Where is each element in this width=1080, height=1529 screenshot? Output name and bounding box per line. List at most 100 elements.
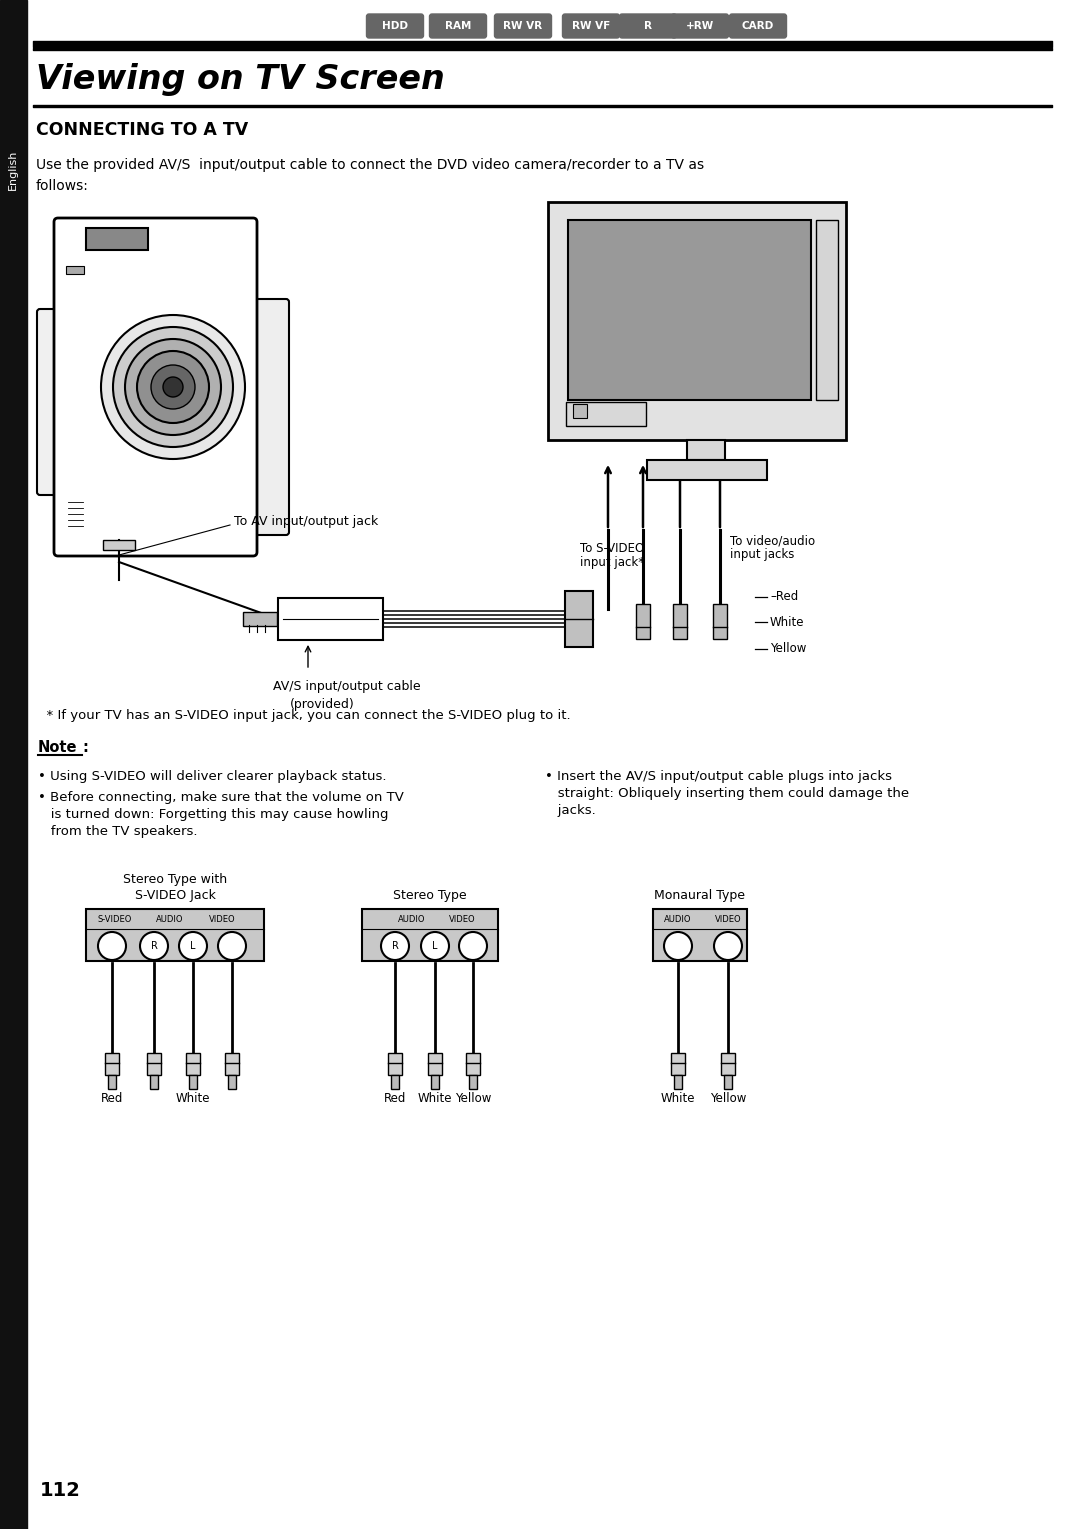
FancyBboxPatch shape [37,309,65,495]
Text: jacks.: jacks. [545,804,596,816]
Text: CONNECTING TO A TV: CONNECTING TO A TV [36,121,248,139]
Circle shape [714,933,742,960]
FancyBboxPatch shape [366,14,423,38]
Text: 112: 112 [40,1480,81,1500]
Bar [469,1075,477,1089]
Text: input jack*: input jack* [580,557,644,569]
Text: To S-VIDEO: To S-VIDEO [580,541,644,555]
Bar [673,604,687,639]
FancyBboxPatch shape [563,14,620,38]
Text: R: R [150,940,158,951]
Bar [465,1053,480,1075]
Text: :: : [82,740,87,755]
Text: L: L [432,940,437,951]
Text: VIDEO: VIDEO [715,914,741,924]
Text: Red: Red [383,1092,406,1104]
FancyBboxPatch shape [495,14,552,38]
Circle shape [98,933,126,960]
Bar [566,402,646,427]
Bar [548,202,846,440]
Circle shape [459,933,487,960]
Bar [388,1053,402,1075]
Bar [108,1075,116,1089]
Circle shape [140,933,168,960]
Bar [0,0,27,1529]
Text: Monaural Type: Monaural Type [654,888,745,902]
Text: White: White [661,1092,696,1104]
Text: VIDEO: VIDEO [208,914,235,924]
Bar [243,612,276,625]
Text: CARD: CARD [742,21,774,31]
Text: Stereo Type: Stereo Type [393,888,467,902]
Circle shape [151,365,195,408]
Text: S-VIDEO Jack: S-VIDEO Jack [135,888,215,902]
Bar [568,220,811,401]
Text: White: White [176,1092,211,1104]
Circle shape [113,327,233,446]
Text: S-VIDEO: S-VIDEO [98,914,132,924]
Bar [636,604,650,639]
Bar [150,1075,158,1089]
Text: RW VR: RW VR [503,21,542,31]
Text: +RW: +RW [686,21,714,31]
Bar [647,460,767,480]
FancyBboxPatch shape [245,300,289,535]
Text: from the TV speakers.: from the TV speakers. [38,826,198,838]
Text: Use the provided AV/S  input/output cable to connect the DVD video camera/record: Use the provided AV/S input/output cable… [36,157,704,193]
Bar [713,604,727,639]
Bar [573,404,588,417]
Text: AUDIO: AUDIO [399,914,426,924]
Text: straight: Obliquely inserting them could damage the: straight: Obliquely inserting them could… [545,787,909,800]
Circle shape [137,352,210,424]
Text: Note: Note [38,740,78,755]
FancyBboxPatch shape [672,14,729,38]
Text: AV/S input/output cable: AV/S input/output cable [273,680,420,693]
Text: HDD: HDD [382,21,408,31]
Bar [103,540,135,550]
Text: R: R [644,21,652,31]
Text: * If your TV has an S-VIDEO input jack, you can connect the S-VIDEO plug to it.: * If your TV has an S-VIDEO input jack, … [38,708,570,722]
Text: L: L [190,940,195,951]
Text: –Red: –Red [770,590,798,604]
FancyBboxPatch shape [620,14,676,38]
Bar [565,592,593,647]
Text: White: White [770,616,805,628]
Bar [66,266,84,274]
Text: English: English [8,150,18,190]
Text: • Using S-VIDEO will deliver clearer playback status.: • Using S-VIDEO will deliver clearer pla… [38,771,387,783]
Bar [687,440,725,460]
Text: VIDEO: VIDEO [448,914,475,924]
Text: input jacks: input jacks [730,547,795,561]
Bar [724,1075,732,1089]
Bar [816,220,838,401]
Circle shape [421,933,449,960]
Text: is turned down: Forgetting this may cause howling: is turned down: Forgetting this may caus… [38,807,389,821]
Circle shape [218,933,246,960]
Text: • Insert the AV/S input/output cable plugs into jacks: • Insert the AV/S input/output cable plu… [545,771,892,783]
Text: • Before connecting, make sure that the volume on TV: • Before connecting, make sure that the … [38,790,404,804]
Text: To video/audio: To video/audio [730,534,815,547]
Bar [189,1075,197,1089]
Bar [186,1053,200,1075]
Bar [391,1075,399,1089]
Circle shape [102,315,245,459]
Bar [428,1053,442,1075]
Circle shape [179,933,207,960]
Bar [105,1053,119,1075]
Bar [431,1075,438,1089]
Text: Red: Red [100,1092,123,1104]
Text: RAM: RAM [445,21,471,31]
Text: Yellow: Yellow [455,1092,491,1104]
FancyBboxPatch shape [729,14,786,38]
Circle shape [163,378,183,398]
Bar [225,1053,239,1075]
Text: Viewing on TV Screen: Viewing on TV Screen [36,64,445,96]
Text: Yellow: Yellow [770,642,807,656]
Bar [721,1053,735,1075]
Bar [671,1053,685,1075]
Text: Yellow: Yellow [710,1092,746,1104]
Bar [147,1053,161,1075]
Bar [278,598,383,641]
Text: R: R [392,940,399,951]
Circle shape [381,933,409,960]
